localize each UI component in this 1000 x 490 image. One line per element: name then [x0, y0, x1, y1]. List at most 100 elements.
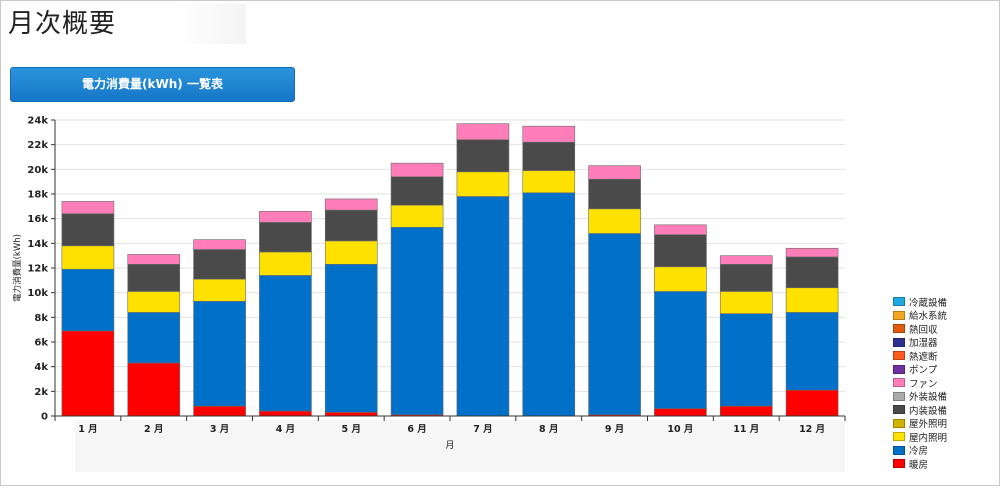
bar-segment — [654, 224, 707, 236]
legend-label: 内装設備 — [909, 405, 948, 417]
bar-segment — [324, 411, 378, 417]
bar-segment — [127, 264, 181, 292]
y-tick-label: 0 — [41, 412, 48, 423]
bar-segment — [390, 176, 444, 206]
y-tick-label: 6k — [34, 338, 48, 349]
bar-segment — [127, 291, 181, 313]
bar-segment — [193, 405, 246, 417]
y-tick-label: 16k — [27, 214, 48, 225]
bar-segment — [61, 213, 115, 247]
legend-swatch — [893, 405, 905, 415]
chart-svg: 0 2k 4k 6k 8k 10k 12k 14k 16k 18k 20k 22k 24k 1 月 2 月 3… — [12, 116, 846, 472]
bar-segment — [654, 291, 707, 409]
bar-segment — [719, 291, 773, 314]
legend-label: 熱回収 — [909, 324, 938, 336]
legend-swatch — [893, 310, 905, 320]
legend-swatch — [893, 445, 905, 455]
bar-segment — [654, 234, 707, 268]
bar-segment — [719, 255, 773, 265]
consumption-table-button[interactable]: 電力消費量(kWh) 一覧表 — [10, 67, 295, 102]
chart-legend: 冷蔵設備 給水系統 熱回収 加湿器 熱遮断 ポンプ ファン 外装設備 内装設備 屋外照明 屋内照明冷… — [893, 295, 993, 471]
bar-segment — [390, 204, 444, 228]
bar-segment — [193, 301, 246, 407]
legend-label: 屋内照明 — [909, 432, 948, 444]
bar-segment — [588, 208, 641, 234]
legend-label: ファン — [909, 378, 938, 390]
stacked-bar-chart: 0 2k 4k 6k 8k 10k 12k 14k 16k 18k 20k 22k 24k 1 月 2 月 3… — [0, 106, 1000, 486]
bar-segment — [785, 256, 839, 289]
bar-segment — [259, 251, 312, 276]
y-tick-label: 22k — [27, 140, 48, 151]
y-tick-label: 8k — [34, 313, 48, 324]
bar-segment — [127, 254, 181, 265]
legend-item: 熱回収 — [893, 322, 993, 336]
legend-swatch — [893, 364, 905, 374]
y-tick-label: 24k — [27, 116, 48, 127]
legend-item: 屋外照明 — [893, 417, 993, 431]
x-axis-band — [75, 420, 845, 472]
x-tick-label: 1 月 — [78, 424, 97, 435]
bar-segment — [456, 196, 510, 417]
bar-segment — [324, 240, 378, 265]
x-tick-label: 11 月 — [733, 424, 759, 435]
y-tick-label: 14k — [27, 239, 48, 250]
legend-label: 暖房 — [909, 459, 929, 471]
legend-item: 加湿器 — [893, 336, 993, 350]
legend-label: 加湿器 — [909, 338, 938, 350]
legend-swatch — [893, 378, 905, 388]
legend-swatch — [893, 418, 905, 428]
page-title: 月次概要 — [8, 4, 246, 44]
bar-segment — [259, 210, 312, 223]
bar-segment — [259, 275, 312, 412]
legend-label: 冷蔵設備 — [909, 297, 948, 309]
bar-segment — [61, 330, 115, 417]
y-tick-label: 10k — [27, 288, 48, 299]
x-tick-label: 12 月 — [799, 424, 825, 435]
bar-segment — [193, 278, 246, 302]
legend-label: ポンプ — [909, 365, 938, 377]
legend-item: 給水系統 — [893, 309, 993, 322]
bar-segment — [61, 245, 115, 270]
legend-item: ポンプ — [893, 363, 993, 377]
bar-segment — [324, 198, 378, 211]
bar-segment — [390, 162, 444, 178]
legend-label: 屋外照明 — [909, 419, 948, 431]
bar-segment — [719, 313, 773, 407]
bar-segment — [785, 247, 839, 258]
x-tick-label: 6 月 — [407, 424, 426, 435]
bar-segment — [456, 123, 510, 141]
bar-segment — [588, 233, 641, 416]
legend-swatch — [893, 391, 905, 401]
x-tick-label: 3 月 — [210, 424, 229, 435]
y-tick-label: 4k — [34, 362, 48, 373]
legend-item: 熱遮断 — [893, 349, 993, 363]
bar-segment — [522, 192, 576, 417]
bar-segment — [127, 312, 181, 364]
legend-item: ファン — [893, 376, 993, 390]
x-tick-label: 5 月 — [342, 424, 361, 435]
bar-segment — [259, 222, 312, 253]
legend-swatch — [893, 351, 905, 361]
x-tick-label: 4 月 — [276, 424, 295, 435]
bar-segment — [193, 239, 246, 250]
bar-segment — [588, 165, 641, 180]
legend-item: 内装設備 — [893, 403, 993, 417]
x-axis-label: 月 — [445, 440, 454, 451]
bar-segment — [193, 249, 246, 280]
legend-swatch — [893, 324, 905, 334]
y-tick-label: 20k — [27, 165, 48, 176]
bar-segment — [456, 139, 510, 173]
bar-segment — [785, 312, 839, 391]
legend-item: 冷蔵設備 — [893, 295, 993, 309]
x-tick-label: 7 月 — [473, 424, 492, 435]
x-tick-label: 8 月 — [539, 424, 558, 435]
bar-segment — [719, 405, 773, 417]
legend-swatch — [893, 337, 905, 347]
x-tick-label: 2 月 — [144, 424, 163, 435]
y-tick-label: 2k — [34, 387, 48, 398]
legend-item: 外装設備 — [893, 390, 993, 403]
bar-segment — [127, 362, 181, 417]
bar-segment — [654, 266, 707, 292]
bar-segment — [785, 287, 839, 313]
x-tick-label: 10 月 — [667, 424, 693, 435]
